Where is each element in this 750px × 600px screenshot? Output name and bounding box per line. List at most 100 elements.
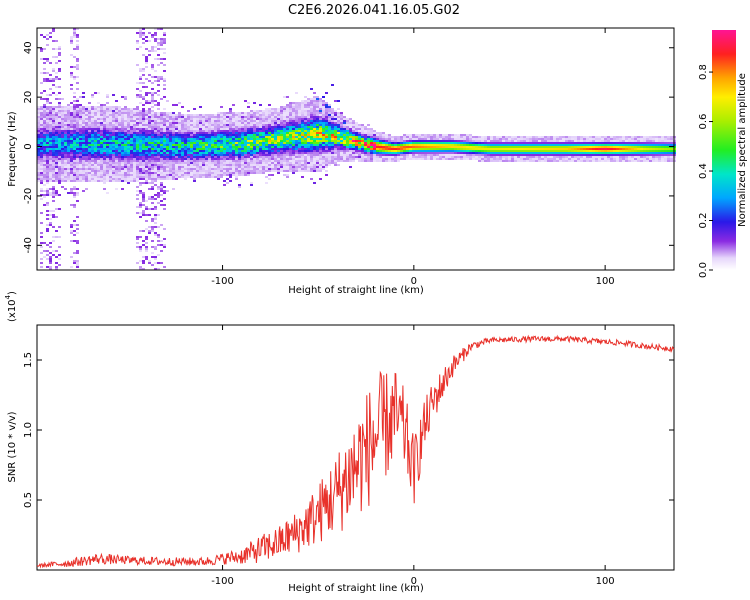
heatmap-cell (400, 158, 403, 160)
heatmap-cell (220, 114, 223, 116)
heatmap-cell (106, 192, 109, 194)
heatmap-cell (118, 148, 121, 150)
heatmap-cell (319, 116, 322, 118)
heatmap-cell (208, 122, 211, 124)
heatmap-cell (205, 150, 208, 152)
heatmap-cell (46, 108, 49, 110)
heatmap-cell (139, 150, 142, 152)
heatmap-cell (199, 160, 202, 162)
heatmap-cell (289, 152, 292, 154)
heatmap-cell (124, 96, 127, 98)
heatmap-cell (439, 154, 442, 156)
heatmap-cell (289, 122, 292, 124)
heatmap-cell (139, 118, 142, 120)
heatmap-cell (496, 156, 499, 158)
heatmap-cell (439, 158, 442, 160)
heatmap-cell (223, 132, 226, 134)
heatmap-cell (415, 148, 418, 150)
heatmap-cell (124, 166, 127, 168)
heatmap-cell (322, 118, 325, 120)
heatmap-cell (307, 168, 310, 170)
heatmap-cell (298, 140, 301, 142)
heatmap-cell (340, 122, 343, 124)
heatmap-cell (145, 250, 148, 252)
heatmap-cell (370, 128, 373, 130)
heatmap-cell (190, 146, 193, 148)
heatmap-cell (73, 128, 76, 130)
heatmap-cell (136, 172, 139, 174)
heatmap-cell (97, 148, 100, 150)
heatmap-cell (493, 156, 496, 158)
heatmap-cell (484, 152, 487, 154)
heatmap-cell (421, 158, 424, 160)
heatmap-cell (106, 148, 109, 150)
heatmap-cell (271, 152, 274, 154)
heatmap-cell (442, 156, 445, 158)
heatmap-cell (331, 134, 334, 136)
heatmap-cell (253, 112, 256, 114)
heatmap-cell (115, 146, 118, 148)
heatmap-cell (487, 150, 490, 152)
heatmap-cell (37, 144, 40, 146)
heatmap-cell (145, 116, 148, 118)
heatmap-cell (145, 208, 148, 210)
heatmap-cell (238, 120, 241, 122)
heatmap-cell (283, 122, 286, 124)
heatmap-cell (439, 144, 442, 146)
heatmap-cell (97, 112, 100, 114)
heatmap-cell (334, 118, 337, 120)
heatmap-cell (226, 120, 229, 122)
heatmap-cell (451, 148, 454, 150)
heatmap-cell (277, 172, 280, 174)
heatmap-cell (58, 54, 61, 56)
heatmap-cell (88, 112, 91, 114)
heatmap-cell (196, 168, 199, 170)
heatmap-cell (247, 116, 250, 118)
heatmap-cell (82, 166, 85, 168)
heatmap-cell (55, 156, 58, 158)
heatmap-cell (172, 178, 175, 180)
heatmap-cell (193, 124, 196, 126)
heatmap-cell (121, 136, 124, 138)
heatmap-cell (37, 108, 40, 110)
heatmap-cell (127, 112, 130, 114)
heatmap-cell (469, 150, 472, 152)
heatmap-cell (229, 160, 232, 162)
heatmap-cell (220, 126, 223, 128)
heatmap-cell (58, 104, 61, 106)
heatmap-cell (118, 154, 121, 156)
heatmap-cell (157, 138, 160, 140)
heatmap-cell (289, 142, 292, 144)
heatmap-cell (322, 140, 325, 142)
heatmap-cell (103, 178, 106, 180)
heatmap-cell (376, 136, 379, 138)
heatmap-cell (322, 134, 325, 136)
heatmap-cell (61, 124, 64, 126)
heatmap-cell (208, 158, 211, 160)
heatmap-cell (283, 116, 286, 118)
heatmap-cell (94, 114, 97, 116)
heatmap-cell (325, 166, 328, 168)
heatmap-cell (43, 58, 46, 60)
heatmap-cell (259, 142, 262, 144)
heatmap-cell (46, 176, 49, 178)
heatmap-cell (205, 154, 208, 156)
heatmap-cell (307, 112, 310, 114)
heatmap-cell (412, 152, 415, 154)
heatmap-cell (100, 108, 103, 110)
heatmap-cell (112, 150, 115, 152)
heatmap-cell (61, 176, 64, 178)
heatmap-cell (184, 166, 187, 168)
heatmap-cell (271, 122, 274, 124)
heatmap-cell (154, 118, 157, 120)
heatmap-cell (259, 150, 262, 152)
heatmap-cell (109, 148, 112, 150)
heatmap-cell (331, 108, 334, 110)
heatmap-cell (94, 154, 97, 156)
heatmap-cell (412, 138, 415, 140)
heatmap-cell (166, 160, 169, 162)
heatmap-cell (46, 146, 49, 148)
heatmap-cell (85, 116, 88, 118)
heatmap-cell (127, 140, 130, 142)
heatmap-cell (97, 132, 100, 134)
